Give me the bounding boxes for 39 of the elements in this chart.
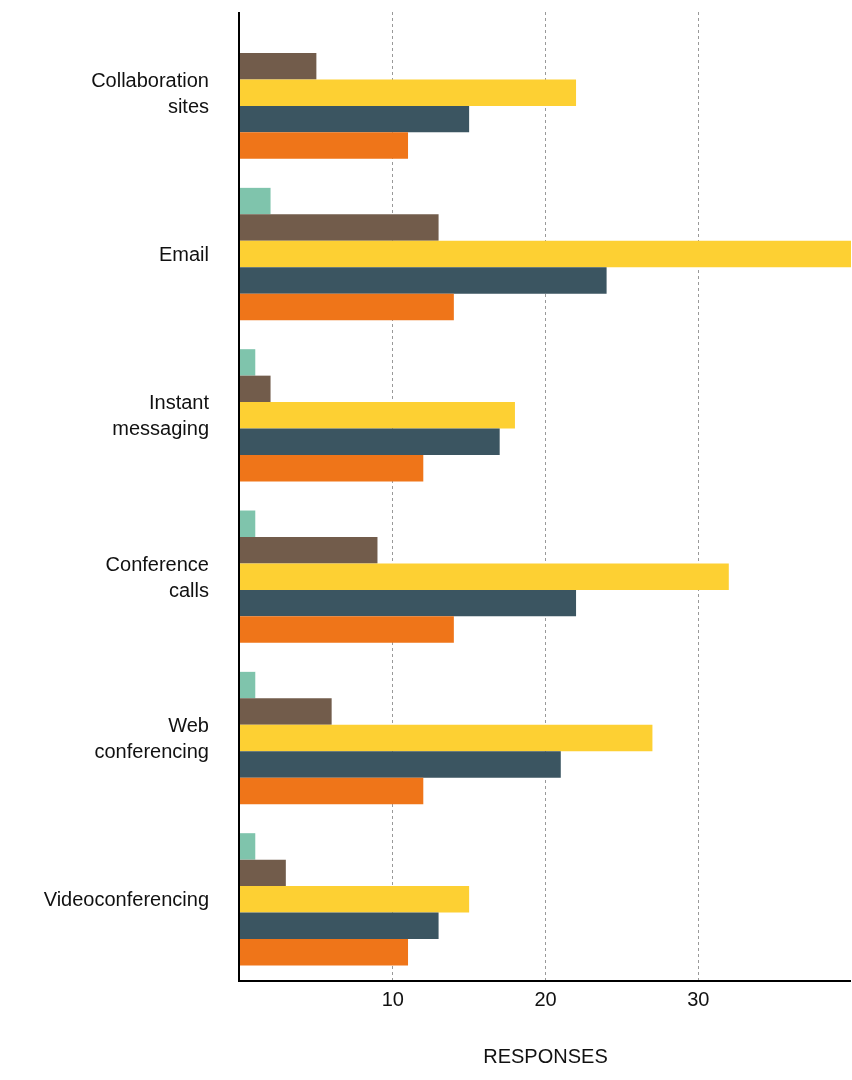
bar	[240, 52, 317, 80]
bar	[240, 671, 256, 699]
bar	[240, 267, 607, 294]
bar	[240, 375, 271, 403]
bar	[240, 698, 332, 725]
bar	[240, 510, 256, 537]
bar	[240, 187, 271, 215]
bar	[240, 536, 378, 564]
y-tick-label: Conference calls	[105, 552, 209, 601]
bar	[240, 105, 470, 133]
bar	[240, 912, 439, 940]
bar	[240, 833, 256, 860]
bar	[240, 402, 515, 429]
x-axis-title: RESPONSES	[483, 1045, 608, 1067]
bar	[240, 563, 729, 590]
bar	[240, 751, 561, 778]
x-tick-label: 30	[687, 988, 710, 1010]
bar	[240, 349, 256, 376]
y-tick-label: Collaboration sites	[91, 68, 209, 117]
y-tick-label: Web conferencing	[94, 714, 209, 762]
bar	[240, 240, 851, 268]
bar	[240, 293, 454, 321]
y-tick-label: Instant messaging	[112, 391, 210, 440]
bar	[240, 132, 409, 159]
bar	[240, 777, 424, 805]
y-tick-label: Videoconferencing	[43, 888, 209, 911]
bar	[240, 79, 577, 106]
y-tick-label: Email	[158, 243, 209, 265]
x-tick-label: 20	[534, 988, 557, 1010]
bar	[240, 455, 424, 482]
bar	[240, 616, 454, 643]
bar	[240, 939, 409, 966]
bar	[240, 214, 439, 241]
bar	[240, 589, 577, 617]
x-tick-label: 10	[381, 988, 404, 1010]
bar	[240, 724, 653, 752]
bar	[240, 886, 470, 913]
bar	[240, 859, 286, 887]
bar	[240, 428, 500, 456]
